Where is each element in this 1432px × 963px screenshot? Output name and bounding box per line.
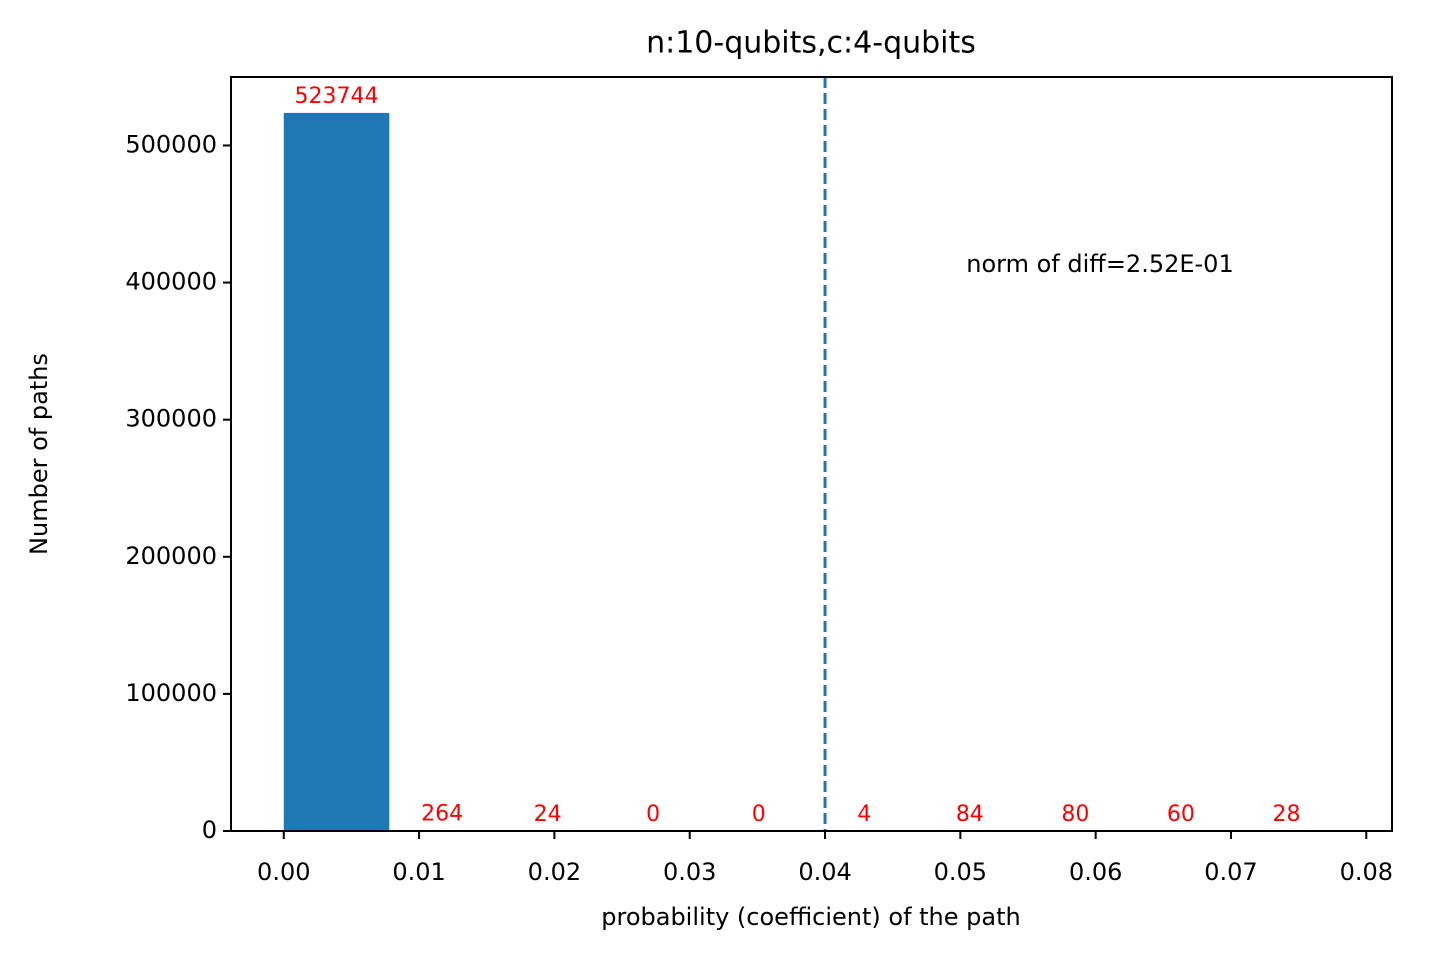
y-tick-label: 400000	[125, 268, 217, 296]
y-tick-label: 0	[202, 816, 217, 844]
x-tick-label: 0.01	[392, 858, 445, 886]
y-tick-label: 300000	[125, 405, 217, 433]
x-tick-label: 0.04	[798, 858, 851, 886]
value-label: 264	[421, 802, 463, 827]
bar	[283, 112, 390, 832]
value-label: 84	[956, 802, 984, 827]
value-label: 28	[1272, 802, 1300, 827]
x-tick-label: 0.07	[1204, 858, 1257, 886]
y-tick-label: 500000	[125, 130, 217, 158]
x-tick-label: 0.03	[663, 858, 716, 886]
chart-title: n:10-qubits,c:4-qubits	[646, 26, 976, 61]
x-tick-label: 0.06	[1069, 858, 1122, 886]
y-tick-label: 100000	[125, 679, 217, 707]
value-label: 523744	[295, 84, 379, 109]
y-tick-label: 200000	[125, 542, 217, 570]
plot-frame	[230, 76, 1393, 832]
value-label: 80	[1061, 802, 1089, 827]
x-tick-label: 0.05	[934, 858, 987, 886]
x-tick-label: 0.08	[1340, 858, 1393, 886]
x-axis-label: probability (coefficient) of the path	[601, 903, 1020, 931]
x-tick-label: 0.00	[257, 858, 310, 886]
value-label: 24	[534, 802, 562, 827]
value-label: 4	[857, 802, 871, 827]
value-label: 60	[1167, 802, 1195, 827]
value-label: 0	[646, 802, 660, 827]
annotation: norm of diff=2.52E-01	[966, 250, 1233, 278]
value-label: 0	[752, 802, 766, 827]
x-tick-label: 0.02	[528, 858, 581, 886]
y-axis-label: Number of paths	[25, 353, 53, 555]
